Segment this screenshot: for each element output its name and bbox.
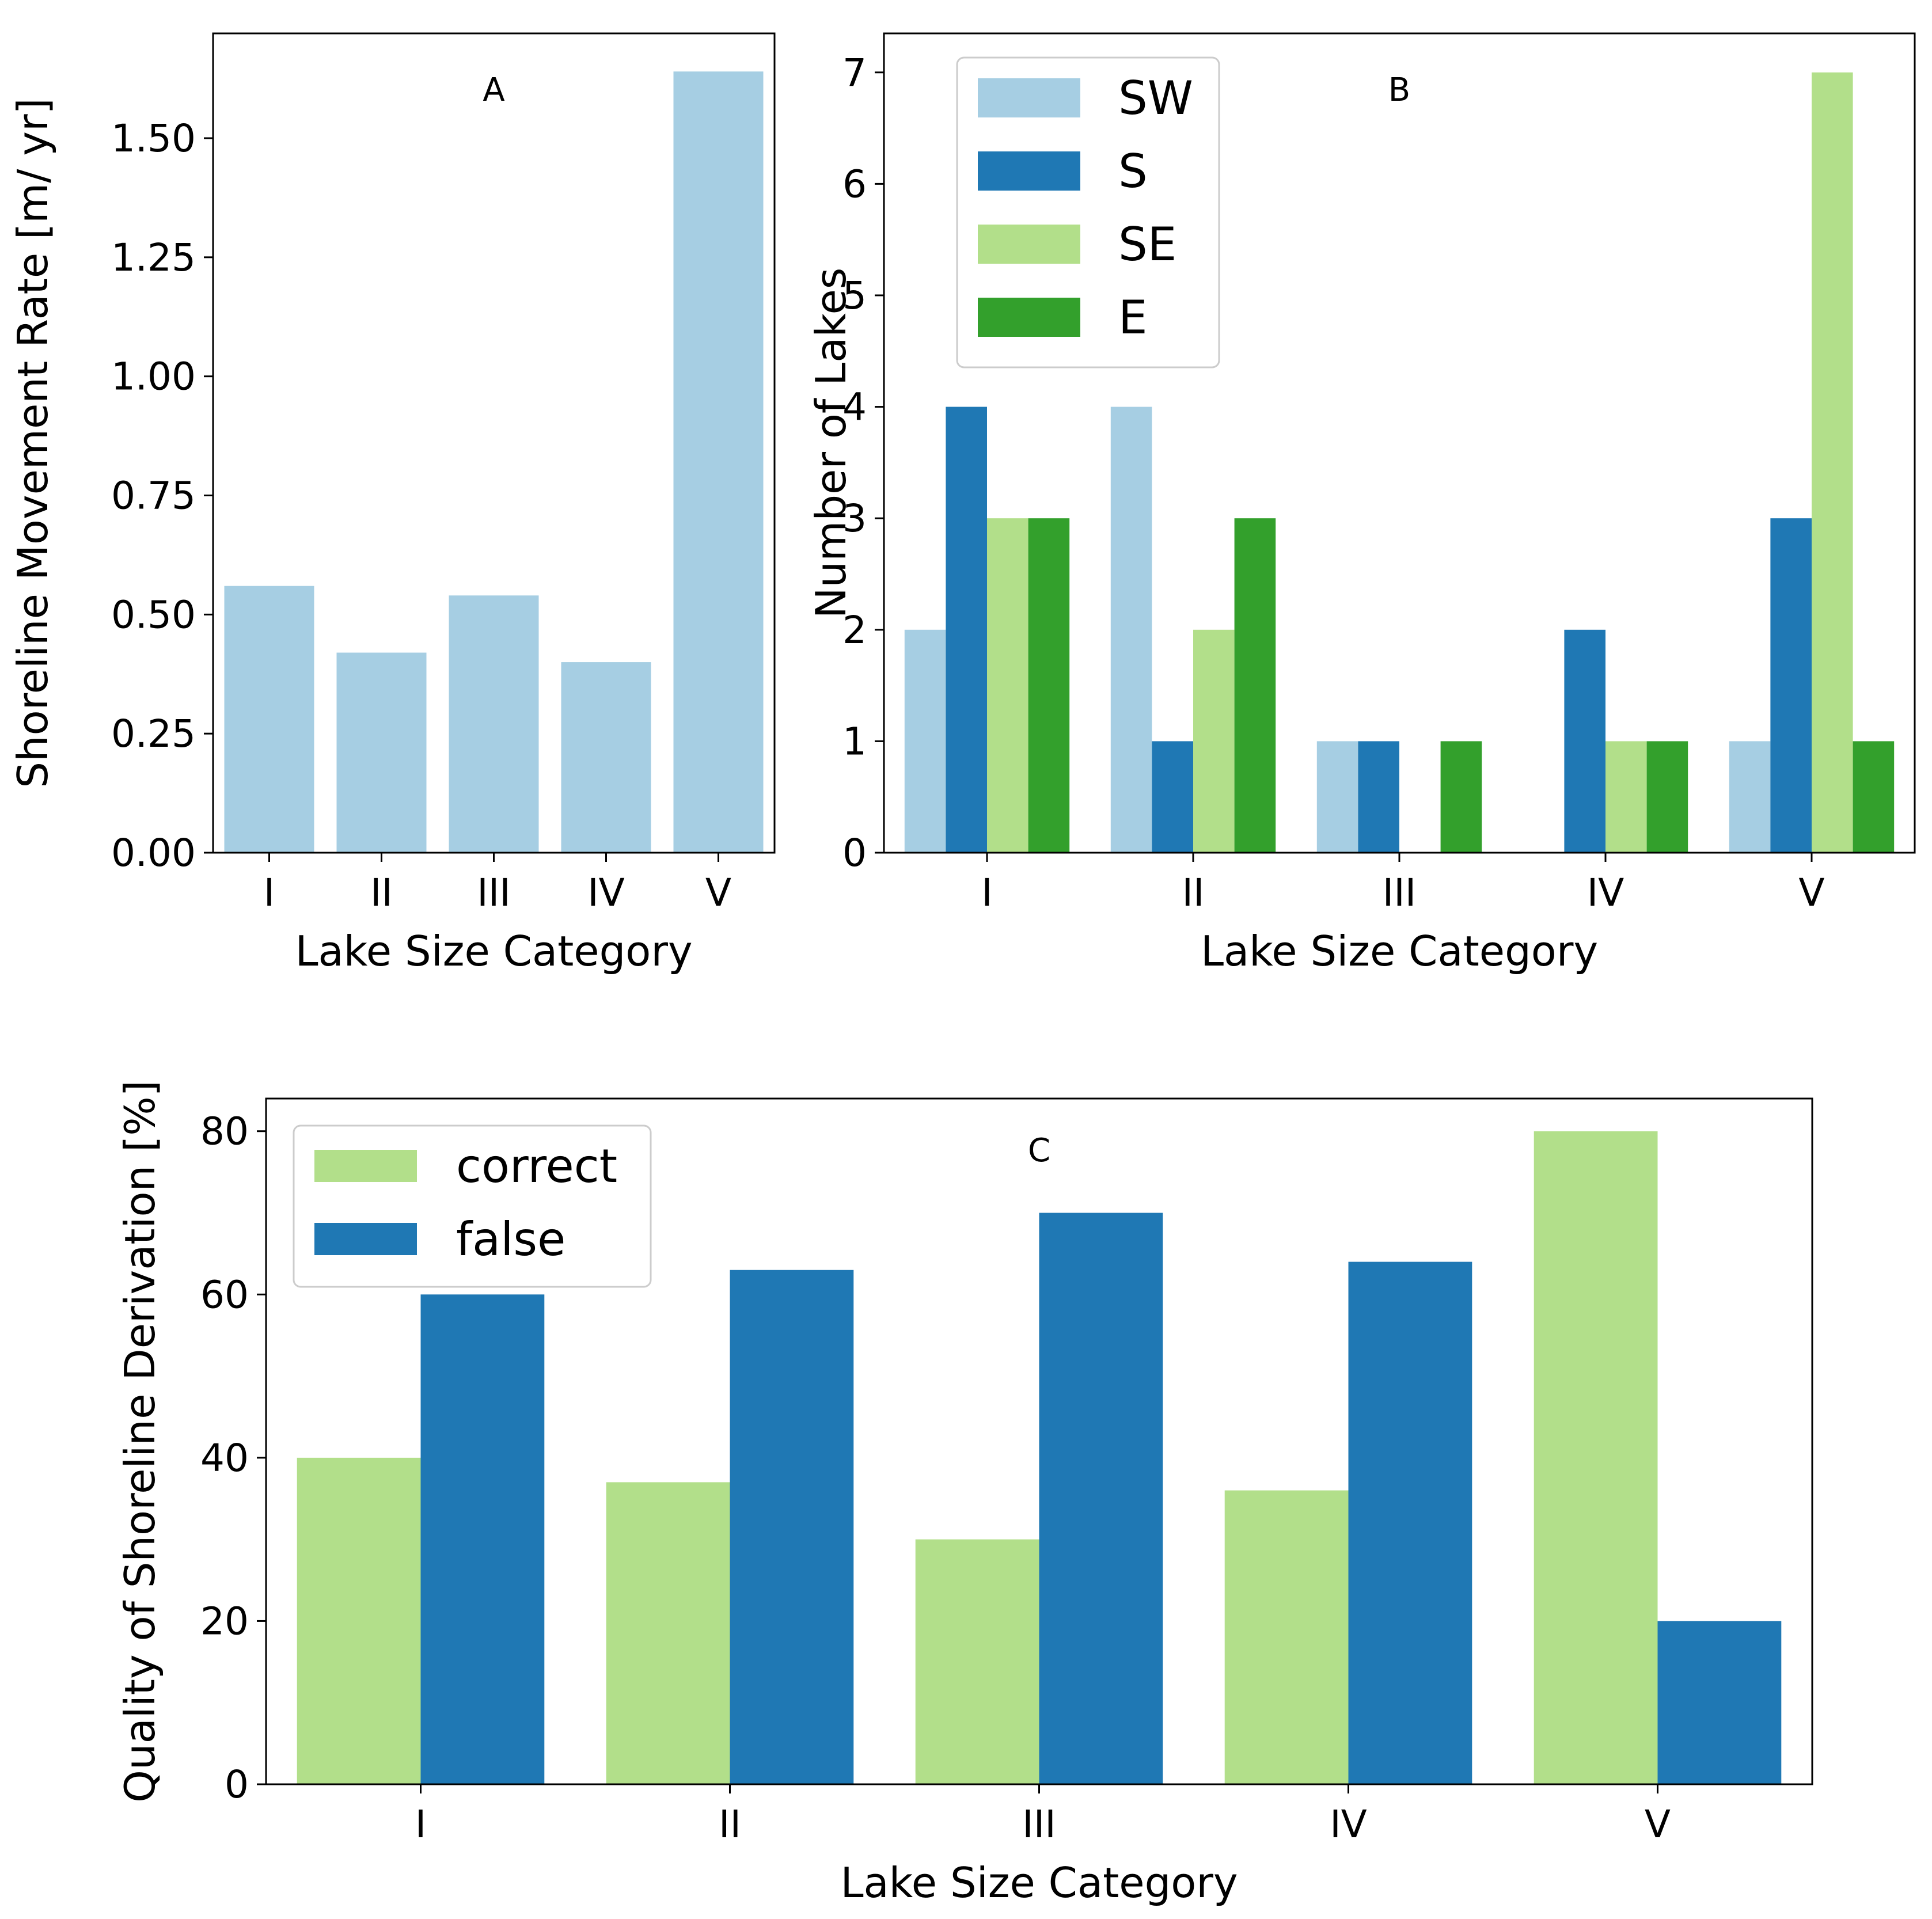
bar-c-correct-iv <box>1224 1490 1349 1784</box>
x-axis-title: Lake Size Category <box>1201 927 1598 975</box>
bar-b-e-iv <box>1646 741 1688 853</box>
legend-swatch-s <box>978 151 1080 191</box>
bar-a-rate-iii <box>449 595 539 853</box>
legend-label-correct: correct <box>456 1139 617 1193</box>
bar-b-s-v <box>1770 518 1812 853</box>
panel-label: B <box>1388 71 1410 109</box>
y-tick-label: 0 <box>842 831 867 875</box>
bar-b-e-v <box>1853 741 1895 853</box>
y-tick-label: 40 <box>200 1436 249 1480</box>
legend-swatch-sw <box>978 78 1080 117</box>
bar-c-false-v <box>1657 1621 1782 1784</box>
bar-c-correct-ii <box>606 1482 730 1784</box>
legend-swatch-false <box>314 1223 417 1255</box>
bar-b-sw-iii <box>1316 741 1358 853</box>
legend-swatch-e <box>978 298 1080 337</box>
bar-b-se-ii <box>1193 629 1235 853</box>
bar-b-sw-ii <box>1110 406 1152 853</box>
y-tick-label: 2 <box>842 608 867 652</box>
legend-label-e: E <box>1118 291 1148 344</box>
bar-a-rate-ii <box>336 652 427 853</box>
bar-b-s-iv <box>1564 629 1605 853</box>
y-tick-label: 0 <box>225 1762 249 1807</box>
y-tick-label: 3 <box>842 496 867 541</box>
x-tick-label: IV <box>587 871 625 915</box>
bar-c-correct-v <box>1534 1131 1658 1784</box>
y-tick-label: 1.50 <box>111 116 196 161</box>
bar-c-false-iii <box>1039 1213 1163 1784</box>
bar-c-false-iv <box>1348 1261 1472 1784</box>
y-tick-label: 5 <box>842 273 867 318</box>
y-axis-title: Quality of Shoreline Derivation [%] <box>116 1080 164 1802</box>
x-axis-title: Lake Size Category <box>840 1859 1238 1907</box>
legend-swatch-se <box>978 225 1080 264</box>
x-tick-label: IV <box>1330 1802 1367 1846</box>
bar-b-e-i <box>1028 518 1070 853</box>
panel-label: A <box>483 71 504 109</box>
y-tick-label: 0.25 <box>111 712 196 756</box>
x-tick-label: V <box>1798 871 1824 915</box>
x-tick-label: I <box>981 871 992 915</box>
y-tick-label: 0.00 <box>111 831 196 875</box>
bar-a-rate-i <box>224 586 314 853</box>
x-tick-label: III <box>477 871 510 915</box>
bar-b-s-i <box>946 406 987 853</box>
bar-b-sw-i <box>904 629 946 853</box>
bar-b-se-i <box>987 518 1028 853</box>
y-axis-title: Shoreline Movement Rate [m/ yr] <box>9 98 57 788</box>
y-tick-label: 1.25 <box>111 235 196 280</box>
legend-swatch-correct <box>314 1150 417 1182</box>
legend-label-false: false <box>456 1213 565 1266</box>
bar-b-s-iii <box>1358 741 1399 853</box>
y-axis-title: Number of Lakes <box>807 268 855 619</box>
y-tick-label: 7 <box>842 51 867 95</box>
bar-b-se-iv <box>1605 741 1647 853</box>
bar-b-s-ii <box>1152 741 1193 853</box>
x-tick-label: V <box>705 871 731 915</box>
x-tick-label: I <box>415 1802 426 1846</box>
legend-label-se: SE <box>1118 218 1176 271</box>
legend: correct false <box>293 1124 652 1288</box>
x-tick-label: I <box>264 871 275 915</box>
x-axis-title: Lake Size Category <box>295 927 692 975</box>
bar-b-e-iii <box>1440 741 1482 853</box>
panel-label: C <box>1028 1132 1050 1169</box>
bar-c-correct-i <box>297 1457 421 1784</box>
bar-a-rate-v <box>673 71 764 853</box>
x-tick-label: V <box>1645 1802 1671 1846</box>
x-tick-label: IV <box>1587 871 1624 915</box>
y-tick-label: 1.00 <box>111 355 196 399</box>
x-tick-label: II <box>370 871 393 915</box>
x-tick-label: II <box>1182 871 1205 915</box>
bar-a-rate-iv <box>561 662 651 853</box>
y-tick-label: 4 <box>842 385 867 430</box>
chart-panel-a: 0.000.250.500.751.001.251.50I II III IV VLak… <box>9 32 776 975</box>
bar-b-sw-v <box>1729 741 1771 853</box>
y-tick-label: 60 <box>200 1272 249 1317</box>
bar-c-correct-iii <box>915 1539 1039 1784</box>
x-tick-label: II <box>719 1802 741 1846</box>
y-tick-label: 0.75 <box>111 474 196 518</box>
legend-box <box>956 56 1220 368</box>
y-tick-label: 1 <box>842 719 867 763</box>
y-tick-label: 20 <box>200 1599 249 1643</box>
y-tick-label: 6 <box>842 162 867 206</box>
y-tick-label: 0.50 <box>111 592 196 637</box>
bar-b-se-v <box>1812 72 1853 853</box>
x-tick-label: III <box>1383 871 1416 915</box>
legend-label-s: S <box>1118 145 1148 198</box>
bar-c-false-i <box>420 1294 545 1784</box>
y-tick-label: 80 <box>200 1109 249 1154</box>
legend-label-sw: SW <box>1118 71 1193 125</box>
bar-b-e-ii <box>1234 518 1276 853</box>
x-tick-label: III <box>1022 1802 1056 1846</box>
bar-c-false-ii <box>730 1270 854 1784</box>
legend: SW S SE E <box>956 56 1220 368</box>
